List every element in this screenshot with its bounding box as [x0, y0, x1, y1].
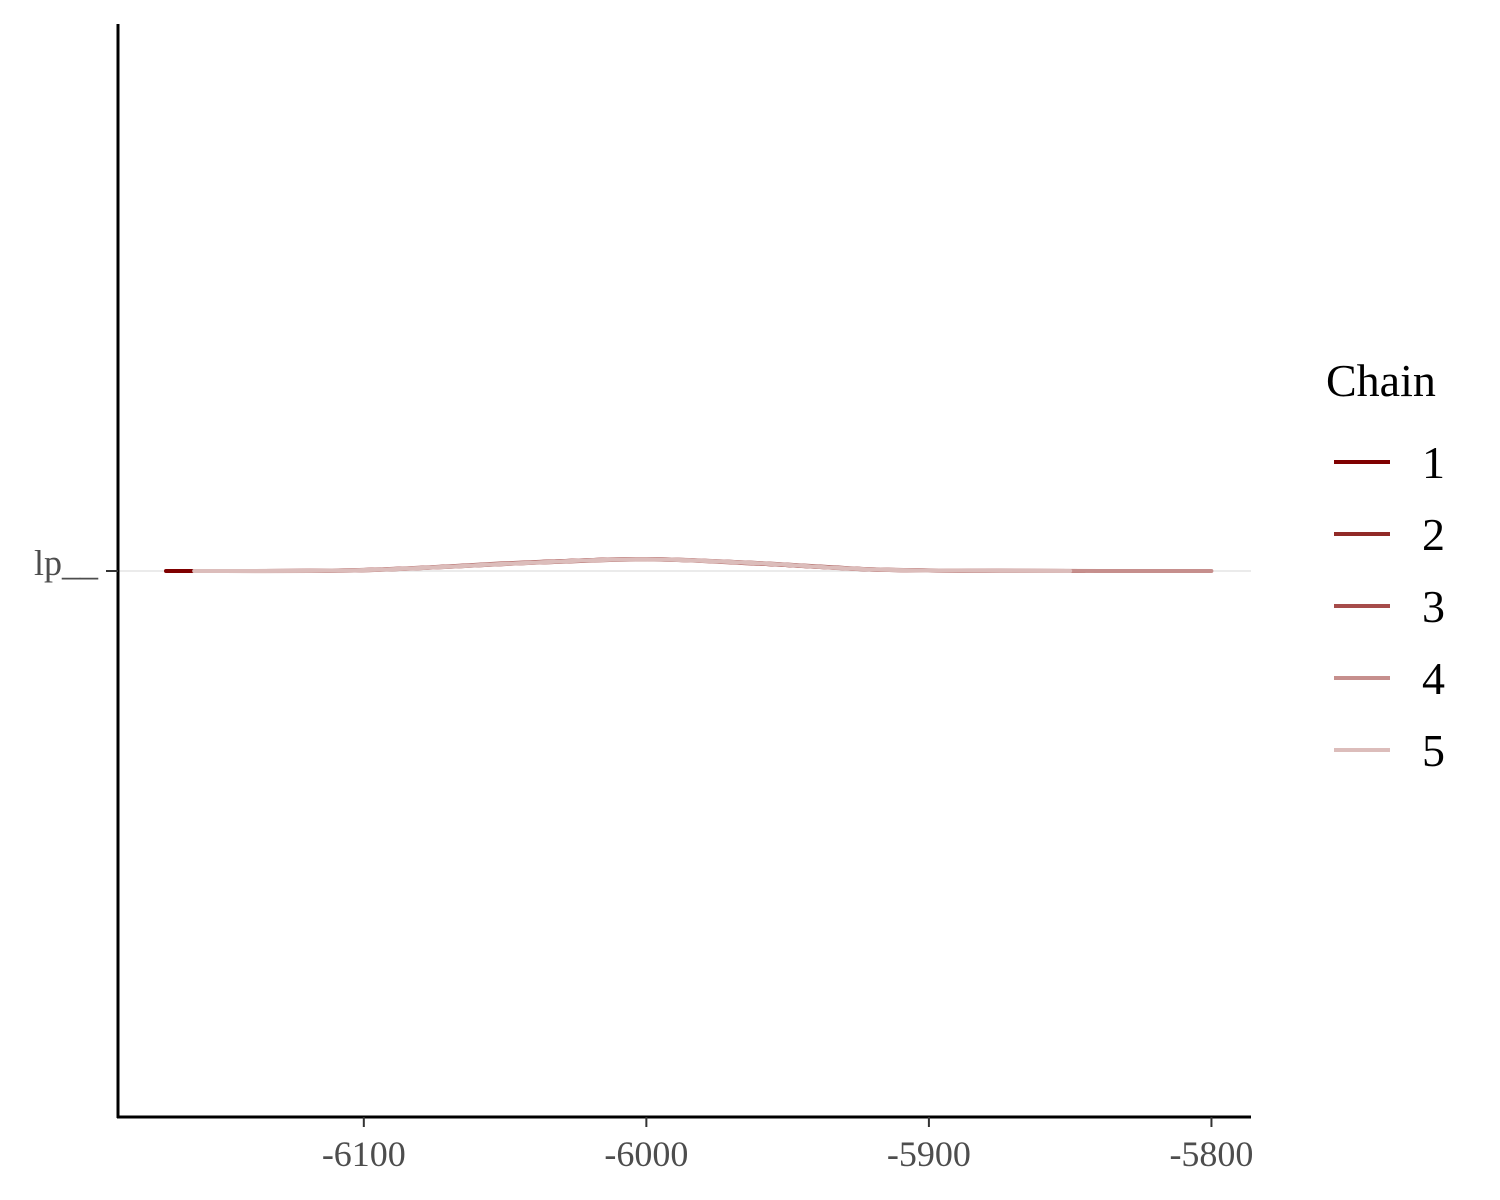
legend-title: Chain — [1326, 355, 1436, 406]
legend-label: 3 — [1422, 581, 1445, 632]
legend-label: 5 — [1422, 725, 1445, 776]
legend-items: 1 2 3 4 5 — [1334, 437, 1445, 776]
legend-label: 4 — [1422, 653, 1445, 704]
x-tick-label: -6100 — [322, 1134, 406, 1174]
y-axis-ticks: lp__ — [34, 543, 118, 583]
x-axis-ticks: -6100 -6000 -5900 -5800 — [322, 1117, 1253, 1174]
ridge-chain-5 — [192, 557, 1073, 573]
legend-label: 2 — [1422, 509, 1445, 560]
x-tick-label: -6000 — [604, 1134, 688, 1174]
x-tick-label: -5900 — [887, 1134, 971, 1174]
y-tick-label: lp__ — [34, 543, 99, 583]
legend-label: 1 — [1422, 437, 1445, 488]
legend-item-3: 3 — [1334, 581, 1445, 632]
x-tick-label: -5800 — [1169, 1134, 1253, 1174]
legend-item-5: 5 — [1334, 725, 1445, 776]
legend-item-4: 4 — [1334, 653, 1445, 704]
legend-item-2: 2 — [1334, 509, 1445, 560]
legend: Chain 1 2 3 4 5 — [1326, 355, 1445, 776]
density-ridges — [164, 556, 1214, 574]
legend-item-1: 1 — [1334, 437, 1445, 488]
